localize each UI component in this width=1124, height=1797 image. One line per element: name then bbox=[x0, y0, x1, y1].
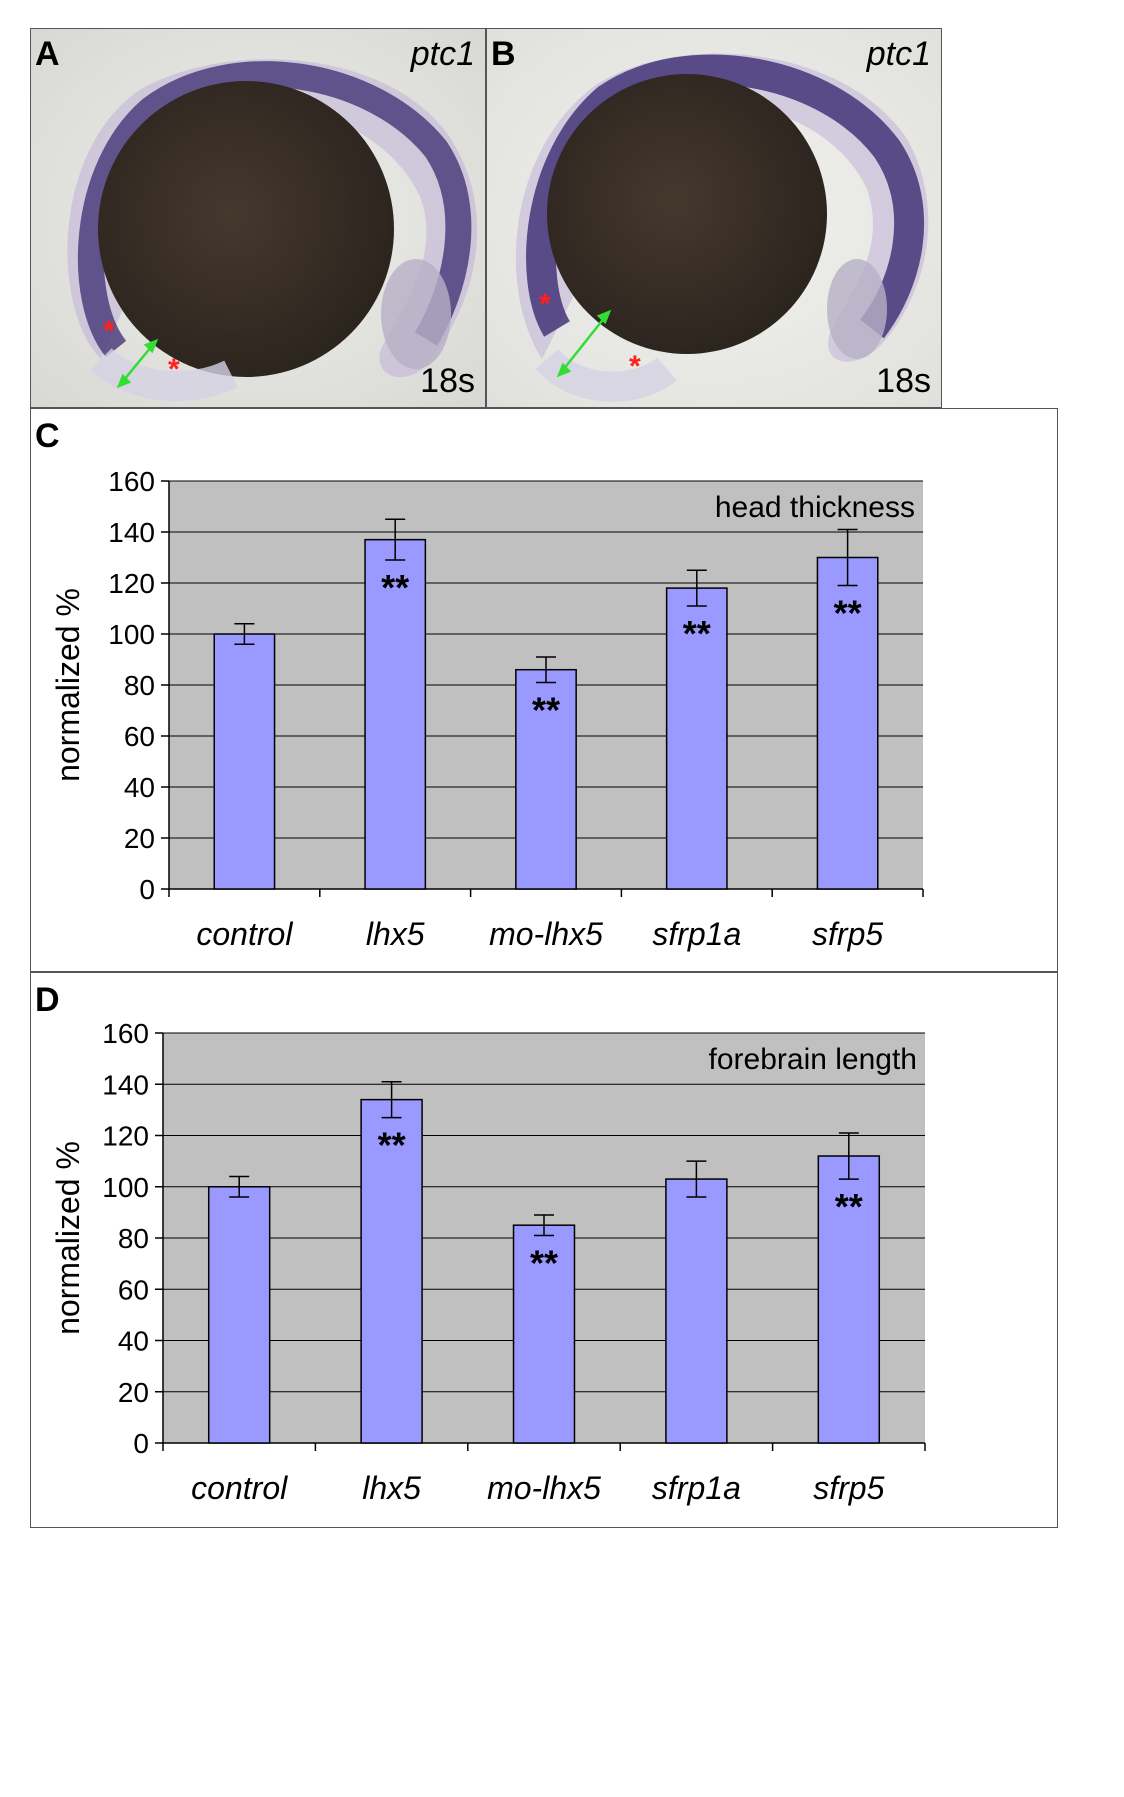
y-tick-label: 20 bbox=[118, 1377, 149, 1408]
gene-label-a: ptc1 bbox=[410, 35, 475, 73]
y-axis-label: normalized % bbox=[50, 1141, 86, 1335]
category-label: mo-lhx5 bbox=[489, 916, 603, 952]
category-label: lhx5 bbox=[366, 916, 425, 952]
embryo-image-b: * * bbox=[487, 29, 941, 407]
stage-label-b: 18s bbox=[876, 362, 931, 400]
bar bbox=[364, 538, 427, 890]
y-tick-label: 40 bbox=[118, 1326, 149, 1357]
panel-letter-d: D bbox=[35, 981, 60, 1019]
bar bbox=[360, 1098, 423, 1444]
bar bbox=[665, 1178, 728, 1444]
asterisk-marker: * bbox=[103, 315, 115, 348]
panel-letter-c: C bbox=[35, 417, 60, 455]
category-label: sfrp5 bbox=[813, 1470, 884, 1506]
y-tick-label: 140 bbox=[102, 1069, 149, 1100]
category-label: sfrp1a bbox=[652, 1470, 741, 1506]
significance-label: ** bbox=[835, 1186, 863, 1227]
chart-title: head thickness bbox=[715, 491, 915, 524]
category-label: sfrp1a bbox=[652, 916, 741, 952]
y-tick-label: 60 bbox=[124, 721, 155, 752]
y-tick-label: 40 bbox=[124, 772, 155, 803]
photo-panel-b: * * B ptc1 18s bbox=[486, 28, 942, 408]
y-tick-label: 120 bbox=[108, 568, 155, 599]
y-tick-label: 0 bbox=[139, 874, 155, 905]
category-label: mo-lhx5 bbox=[487, 1470, 601, 1506]
asterisk-marker: * bbox=[539, 288, 551, 321]
category-label: lhx5 bbox=[362, 1470, 421, 1506]
asterisk-marker: * bbox=[629, 350, 641, 383]
category-label: sfrp5 bbox=[812, 916, 883, 952]
bar bbox=[207, 1186, 271, 1444]
gene-label-b: ptc1 bbox=[866, 35, 931, 73]
significance-label: ** bbox=[834, 593, 862, 634]
panel-letter-a: A bbox=[35, 35, 60, 73]
stage-label-a: 18s bbox=[420, 362, 475, 400]
y-tick-label: 0 bbox=[133, 1428, 149, 1459]
measure-arrow bbox=[556, 309, 612, 378]
bar-chart-head-thickness: 0 20 40 60 80 100 120 140 160 control ** lhx5 ** mo-l… bbox=[50, 466, 924, 952]
measure-arrow bbox=[116, 338, 159, 389]
significance-label: ** bbox=[683, 613, 711, 654]
significance-label: ** bbox=[381, 567, 409, 608]
chart-panel-d: D 0 20 40 60 80 100 120 140 160 control ** lhx5 ** mo… bbox=[30, 972, 1058, 1528]
y-tick-label: 120 bbox=[102, 1121, 149, 1152]
asterisk-marker: * bbox=[168, 353, 180, 386]
y-tick-label: 60 bbox=[118, 1274, 149, 1305]
bar bbox=[213, 633, 276, 890]
y-tick-label: 140 bbox=[108, 517, 155, 548]
chart-title: forebrain length bbox=[709, 1043, 917, 1076]
bar bbox=[665, 587, 728, 890]
significance-label: ** bbox=[532, 689, 560, 730]
significance-label: ** bbox=[530, 1242, 558, 1283]
photo-panel-a: * * A ptc1 18s bbox=[30, 28, 486, 408]
y-axis-label: normalized % bbox=[50, 588, 86, 782]
significance-label: ** bbox=[378, 1125, 406, 1166]
y-tick-label: 160 bbox=[108, 466, 155, 497]
y-tick-label: 100 bbox=[102, 1172, 149, 1203]
panel-letter-b: B bbox=[491, 35, 516, 73]
category-label: control bbox=[191, 1470, 288, 1506]
chart-panel-c: C 0 20 40 60 80 100 120 140 160 control ** lhx5 ** mo… bbox=[30, 408, 1058, 972]
category-label: control bbox=[196, 916, 293, 952]
y-tick-label: 20 bbox=[124, 823, 155, 854]
y-tick-label: 160 bbox=[102, 1018, 149, 1049]
bar bbox=[515, 668, 577, 890]
bar-chart-forebrain-length: 0 20 40 60 80 100 120 140 160 control ** lhx5 ** mo-l… bbox=[50, 1018, 926, 1506]
y-tick-label: 80 bbox=[118, 1223, 149, 1254]
y-tick-label: 80 bbox=[124, 670, 155, 701]
bar bbox=[817, 1155, 881, 1444]
y-tick-label: 100 bbox=[108, 619, 155, 650]
embryo-image-a: * * bbox=[31, 29, 485, 407]
